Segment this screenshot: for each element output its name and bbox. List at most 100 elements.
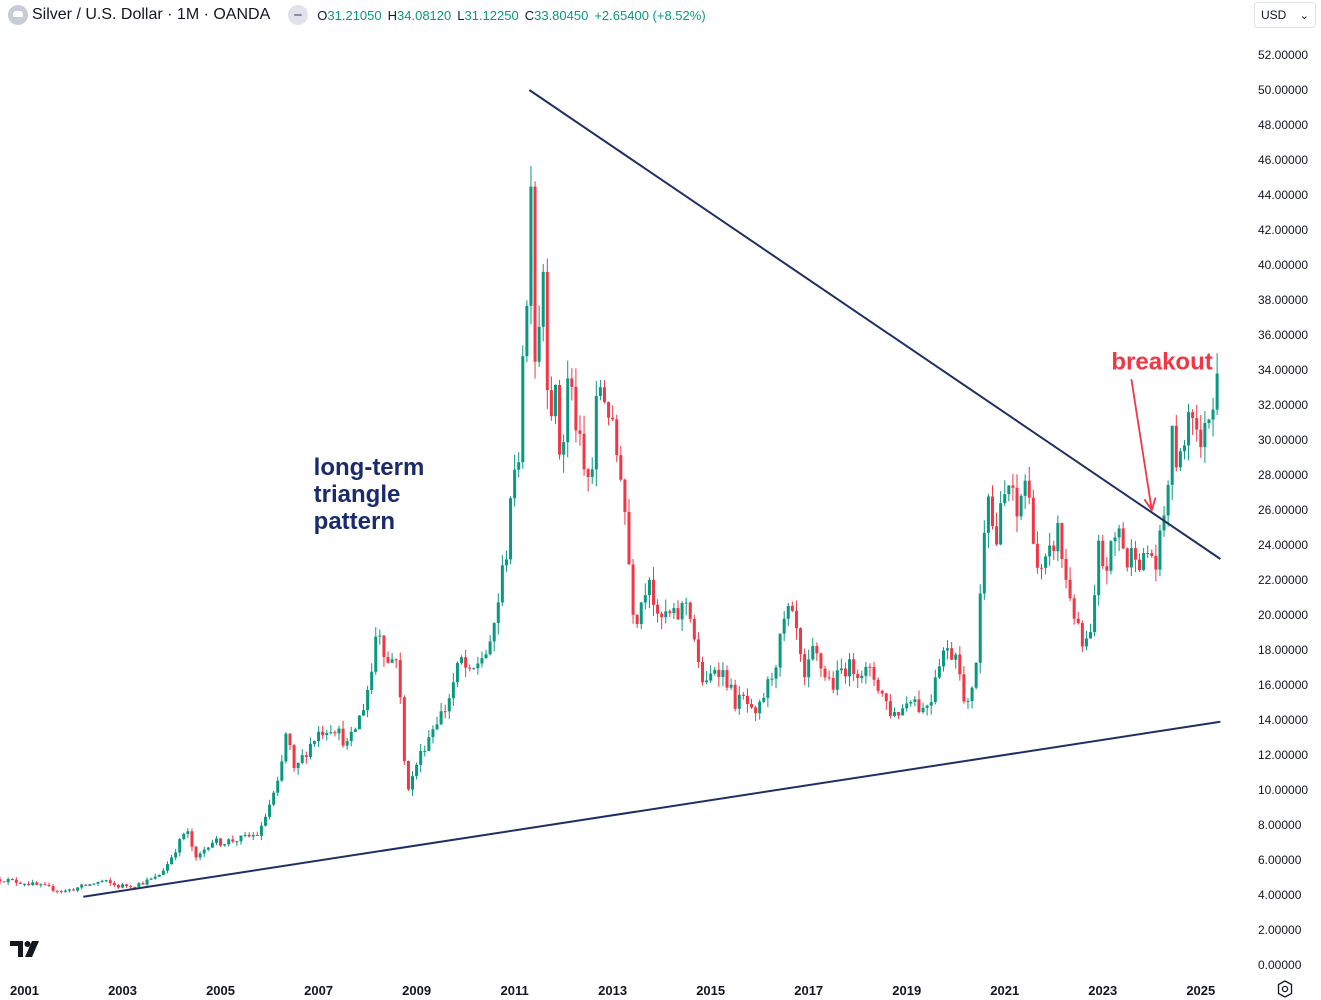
candle [194,845,198,861]
tradingview-logo-icon[interactable] [10,939,46,959]
candle [415,762,419,780]
trendline-resistance[interactable] [528,89,1221,560]
candle [799,627,803,662]
candle [517,452,521,478]
x-tick-label: 2019 [892,983,921,998]
candle [970,686,974,709]
candle [815,642,819,661]
candle [1170,425,1174,500]
candle [745,688,749,713]
candle [14,877,18,886]
symbol-title[interactable]: Silver / U.S. Dollar · 1M · OANDA [32,6,271,23]
candle [509,496,513,565]
candle [292,743,296,772]
candle [157,874,161,878]
candle [594,380,598,487]
candle [611,405,615,421]
y-tick-label: 52.00000 [1258,48,1308,62]
candle [374,627,378,675]
candle [47,882,51,888]
candle [80,883,84,890]
candle [88,883,92,887]
candle [541,264,545,342]
candle [182,832,186,841]
candle [680,600,684,631]
candle [1178,448,1182,472]
ohlc-low: L31.12250 [457,7,519,23]
candle [1117,524,1121,552]
candle [529,166,533,325]
candle [978,584,982,674]
candle [558,379,562,460]
candle [766,676,770,708]
candle [946,640,950,660]
candle [476,656,480,675]
candle [733,679,737,712]
pattern-annotation-line: triangle [314,481,401,508]
candle [23,883,27,887]
candle [950,642,954,661]
candle [1191,409,1195,435]
candle [790,601,794,613]
candle [750,698,754,709]
pattern-annotation-line: pattern [314,508,395,535]
candle [1064,548,1068,589]
candle [913,695,917,707]
x-tick-label: 2015 [696,983,725,998]
y-tick-label: 34.00000 [1258,363,1308,377]
candle [435,716,439,731]
candle [439,702,443,725]
y-tick-label: 36.00000 [1258,328,1308,342]
candle [321,725,325,739]
candle [897,712,901,720]
candle [325,729,329,741]
candle [480,651,484,668]
candle [917,690,921,714]
candle [288,733,292,751]
candle [1097,534,1101,606]
candle [488,635,492,656]
candle [125,883,129,888]
candle [602,380,606,404]
candle [525,300,529,363]
candle [921,702,925,714]
y-tick-label: 42.00000 [1258,223,1308,237]
settings-icon[interactable] [1276,980,1294,998]
candle [860,670,864,684]
collapse-icon[interactable] [288,5,309,25]
candle [366,685,370,718]
candle [1109,540,1113,575]
candle [807,649,811,688]
candle [59,889,63,894]
candle [778,633,782,677]
candle [329,725,333,735]
price-axis[interactable]: 0.00000 2.00000 4.00000 6.00000 8.00000 10.00… [1258,48,1308,972]
candle [794,600,798,640]
candle [198,851,202,861]
candle [121,882,125,889]
candle [639,601,643,630]
candle [460,655,464,665]
chart-legend-header: Silver / U.S. Dollar · 1M · OANDA O31.21… [0,0,1240,30]
candle [1072,594,1076,625]
candle [958,646,962,681]
candle [635,614,639,629]
trendline-support[interactable] [83,720,1221,898]
breakout-arrow [1130,379,1153,511]
candle [660,611,664,630]
candle [1040,564,1044,580]
candle [27,881,31,886]
candle [737,685,741,715]
y-tick-label: 0.00000 [1258,958,1302,972]
candle [1027,466,1031,505]
candle [227,837,231,847]
currency-select[interactable]: USD ⌄ [1254,2,1316,28]
candle [1207,418,1211,429]
candle [664,599,668,624]
candle [259,821,263,841]
triangle-pattern-annotation: long-term triangle pattern [314,454,425,535]
candle [210,839,214,848]
candle [268,799,272,820]
time-axis[interactable]: 2001 2003 2005 2007 2009 2011 2013 2015 2017 2019… [10,983,1215,998]
